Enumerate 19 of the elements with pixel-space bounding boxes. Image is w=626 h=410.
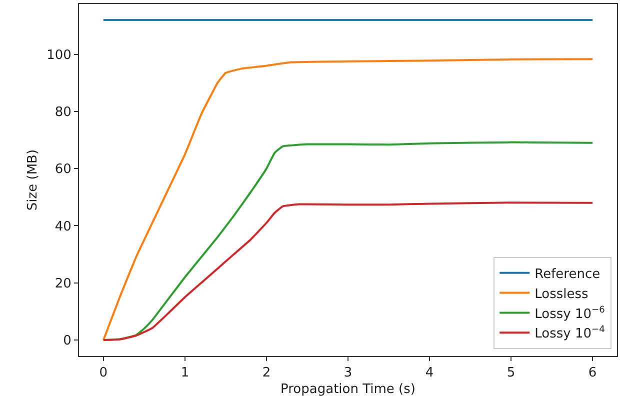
- y-axis-title: Size (MB): [26, 149, 41, 211]
- legend-label: Lossy 10$^{−4}$: [534, 325, 606, 342]
- y-tick-label: 20: [54, 276, 72, 292]
- x-tick-label: 1: [180, 366, 190, 381]
- x-tick-label: 5: [506, 366, 516, 381]
- y-tick-label: 0: [63, 334, 72, 349]
- x-tick-label: 6: [588, 366, 597, 381]
- x-axis-title: Propagation Time (s): [280, 382, 416, 398]
- legend-label: Lossless: [534, 286, 589, 302]
- y-tick-label: 60: [54, 162, 72, 178]
- legend-label: Lossy 10$^{−6}$: [534, 305, 606, 322]
- y-tick-label: 100: [46, 48, 72, 63]
- x-tick-label: 4: [425, 366, 434, 381]
- x-tick-label: 2: [262, 366, 271, 381]
- y-tick-label: 40: [54, 219, 72, 234]
- y-tick-label: 80: [54, 104, 72, 120]
- legend-label: Reference: [534, 266, 600, 282]
- x-tick-label: 3: [344, 366, 352, 381]
- x-tick-label: 0: [99, 366, 108, 381]
